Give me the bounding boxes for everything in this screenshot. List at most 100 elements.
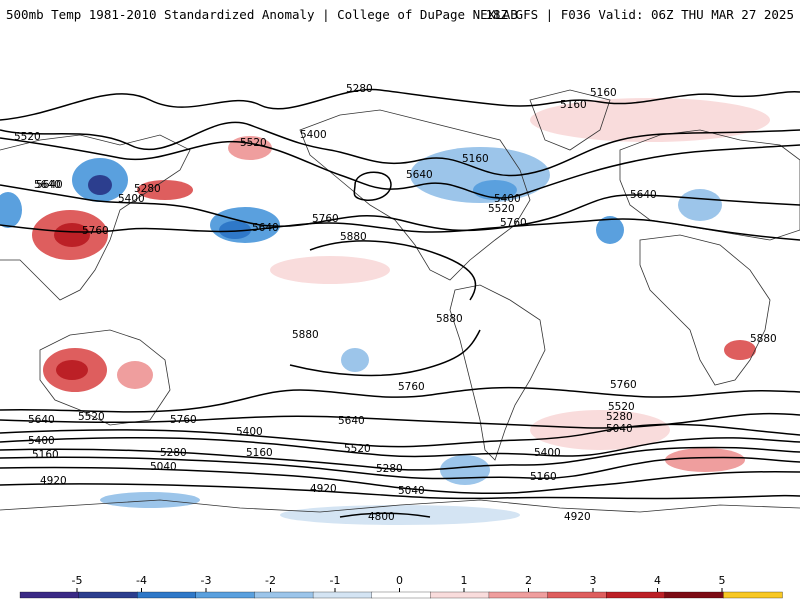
contour-5280-south	[0, 446, 800, 471]
colorbar-ticks: -5 -4 -3 -2 -1 0 1 2 3 4 5	[72, 574, 726, 592]
contour-label: 5880	[750, 333, 777, 345]
contour-5400-south	[0, 437, 800, 458]
contour-label: 5520	[240, 137, 267, 149]
cold-anomaly-west-edge	[0, 192, 22, 228]
contour-label: 5400	[300, 129, 327, 141]
colorbar-swatch	[606, 591, 666, 599]
colorbar-tick-label: 3	[590, 574, 597, 587]
contour-label: 5160	[590, 87, 617, 99]
contour-label: 5520	[344, 443, 371, 455]
warm-anomaly-kamchatka	[137, 180, 193, 200]
colorbar-swatch	[312, 591, 373, 599]
contour-label: 5280	[134, 183, 161, 195]
contour-label: 5400	[118, 193, 145, 205]
contour-label: 5280	[376, 463, 403, 475]
colorbar-swatches	[19, 591, 783, 599]
warm-anomaly-south-atlantic-2	[665, 448, 745, 472]
colorbar-tick-label: -2	[265, 574, 276, 587]
warm-anomaly-south-atlantic	[530, 410, 670, 450]
contour-label: 5520	[488, 203, 515, 215]
contour-5880-southern-tropic	[289, 329, 481, 377]
contour-label: 5760	[398, 381, 425, 393]
height-contours	[0, 88, 800, 518]
contour-label: 5280	[160, 447, 187, 459]
contour-label: 5760	[170, 414, 197, 426]
contour-label: 4920	[40, 475, 67, 487]
weather-map[interactable]: 5280 5160 5160 5520 5400 5520 5640 5280 …	[0, 30, 800, 530]
asia-coast	[0, 134, 191, 301]
colorbar-swatch	[19, 591, 80, 599]
contour-label: 5640	[338, 415, 365, 427]
australia-coast	[39, 329, 171, 426]
colorbar-tick-label: 2	[525, 574, 532, 587]
contour-label: 5640	[34, 179, 61, 191]
contour-5880-northern-tropic	[309, 240, 477, 301]
north-america-coast	[299, 109, 531, 281]
greenland-coast	[529, 89, 611, 151]
contour-label: 5280	[346, 83, 373, 95]
colorbar-swatch	[430, 591, 490, 599]
contour-label: 5880	[340, 231, 367, 243]
contour-label: 5520	[608, 401, 635, 413]
cold-anomaly-europe	[678, 189, 722, 221]
contour-5040-south	[0, 466, 800, 495]
contour-label: 5760	[610, 379, 637, 391]
colorbar-swatch	[547, 591, 607, 599]
contour-5520-south	[0, 423, 800, 448]
contour-5640-south	[0, 412, 800, 429]
warm-anomaly-southern-africa	[724, 340, 756, 360]
contour-label: 5520	[14, 131, 41, 143]
contour-label: 5640	[252, 222, 279, 234]
contour-closed-low-pacific	[353, 171, 392, 201]
warm-anomaly-tropics	[270, 256, 390, 284]
contour-label: 5400	[534, 447, 561, 459]
cold-anomaly-antarctic-2	[100, 492, 200, 508]
colorbar-tick-label: -3	[201, 574, 212, 587]
cold-anomaly-south-pacific	[341, 348, 369, 372]
contour-label: 4920	[310, 483, 337, 495]
contour-label: 5040	[606, 423, 633, 435]
colorbar-swatch	[488, 591, 549, 599]
contour-label: 5640	[36, 179, 63, 191]
contour-5760-north	[0, 218, 800, 241]
contour-label: 5880	[292, 329, 319, 341]
contour-label: 5400	[494, 193, 521, 205]
map-canvas: 5280 5160 5160 5520 5400 5520 5640 5280 …	[0, 83, 800, 525]
anomaly-colorbar: -5 -4 -3 -2 -1 0 1 2 3 4 5	[0, 570, 800, 600]
colorbar-swatch	[664, 591, 725, 599]
cold-anomaly-north-pacific-core	[219, 221, 251, 239]
cold-anomaly-antarctic	[280, 505, 520, 525]
contour-5400-north	[0, 121, 800, 177]
contour-label: 5760	[312, 213, 339, 225]
cold-anomaly-atlantic	[596, 216, 624, 244]
colorbar-swatch	[78, 591, 138, 599]
cold-anomaly-southern-ocean	[440, 455, 490, 485]
colorbar-tick-label: 0	[396, 574, 403, 587]
warm-anomaly-west-australia-core	[56, 360, 88, 380]
contour-4800-south	[339, 512, 431, 518]
colorbar-swatch	[254, 591, 314, 599]
cold-anomaly-northeast-asia-core	[88, 175, 112, 195]
africa-coast	[639, 234, 771, 386]
contour-label: 5520	[78, 411, 105, 423]
warm-anomaly-arctic-europe	[530, 98, 770, 142]
contour-label: 5160	[530, 471, 557, 483]
contour-5280-north	[0, 88, 800, 121]
contour-label: 5640	[406, 169, 433, 181]
colorbar-tick-label: -4	[136, 574, 147, 587]
contour-label: 5760	[500, 217, 527, 229]
contour-label: 4800	[368, 511, 395, 523]
colorbar-tick-label: 4	[654, 574, 661, 587]
warm-anomaly-eastern-china-core	[54, 223, 90, 247]
contour-label: 5160	[462, 153, 489, 165]
colorbar-swatch	[723, 591, 783, 599]
contour-label: 5400	[28, 435, 55, 447]
contour-label: 5160	[32, 449, 59, 461]
contour-5640-north	[0, 184, 800, 232]
map-header: 500mb Temp 1981-2010 Standardized Anomal…	[0, 0, 800, 30]
contour-label: 5280	[606, 411, 633, 423]
colorbar-tick-label: 5	[719, 574, 726, 587]
contour-labels: 5280 5160 5160 5520 5400 5520 5640 5280 …	[14, 83, 777, 523]
colorbar-canvas: -5 -4 -3 -2 -1 0 1 2 3 4 5	[19, 574, 783, 599]
colorbar-swatch	[371, 591, 431, 599]
